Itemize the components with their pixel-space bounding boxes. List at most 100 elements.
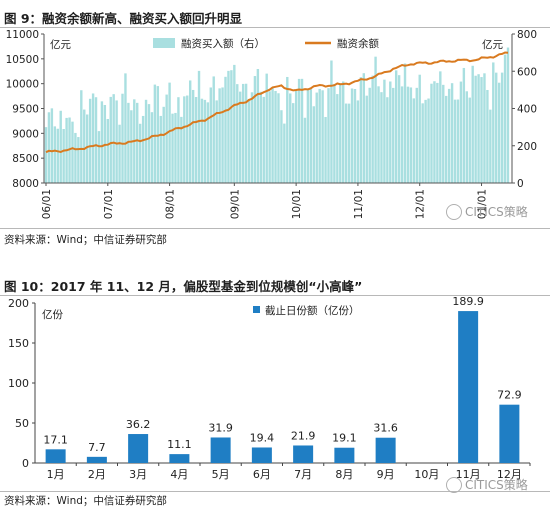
bar-data-label: 11.1 xyxy=(167,438,192,451)
buying-amount-bar xyxy=(159,115,162,183)
buying-amount-bar xyxy=(109,96,112,183)
buying-amount-bar xyxy=(445,95,448,183)
buying-amount-bar xyxy=(362,73,366,183)
y-right-tick-label: 400 xyxy=(517,104,537,116)
buying-amount-bar xyxy=(265,73,268,183)
buying-amount-bar xyxy=(230,70,233,183)
legend-line-label: 融资余额 xyxy=(337,37,379,50)
buying-amount-bar xyxy=(268,91,271,183)
x-tick-label: 4月 xyxy=(170,468,188,481)
buying-amount-bar xyxy=(100,101,104,183)
bar xyxy=(293,445,314,463)
buying-amount-bar xyxy=(53,126,57,183)
buying-amount-bar xyxy=(236,84,239,183)
y-right-tick-label: 0 xyxy=(517,178,524,190)
buying-amount-bar xyxy=(371,75,374,183)
buying-amount-bar xyxy=(247,99,251,183)
buying-amount-bar xyxy=(324,116,327,183)
buying-amount-bar xyxy=(227,70,230,183)
bar xyxy=(251,447,272,463)
wechat-paw-icon xyxy=(446,476,462,493)
buying-amount-bar xyxy=(409,87,413,183)
buying-amount-bar xyxy=(477,74,480,183)
figure2-source-rule xyxy=(0,491,550,492)
bar-data-label: 17.1 xyxy=(43,433,68,446)
y-right-tick-label: 600 xyxy=(517,66,537,78)
buying-amount-bar xyxy=(71,121,74,183)
bar xyxy=(128,434,149,463)
buying-amount-bar xyxy=(215,100,218,183)
buying-amount-bar xyxy=(130,110,133,183)
buying-amount-bar xyxy=(97,131,101,183)
buying-amount-bar xyxy=(347,103,351,183)
buying-amount-bar xyxy=(309,89,313,183)
y-tick-label: 50 xyxy=(15,417,29,430)
buying-amount-bar xyxy=(303,117,307,183)
buying-amount-bar xyxy=(315,92,318,183)
y-tick-label: 200 xyxy=(8,297,29,310)
x-tick-label: 5月 xyxy=(212,468,230,481)
buying-amount-bar xyxy=(489,109,492,183)
buying-amount-bar xyxy=(174,112,177,183)
buying-amount-bar xyxy=(418,74,421,183)
bar xyxy=(458,311,479,463)
buying-amount-bar xyxy=(359,77,363,183)
y-left-tick-label: 9000 xyxy=(12,128,39,140)
buying-amount-bar xyxy=(468,97,471,183)
buying-amount-bar xyxy=(459,81,463,183)
y-left-tick-label: 9500 xyxy=(12,104,39,116)
buying-amount-bar xyxy=(221,87,224,183)
x-tick-label: 8月 xyxy=(335,468,353,481)
buying-amount-bar xyxy=(50,108,54,183)
y-tick-label: 100 xyxy=(8,377,29,390)
figure2-chart: 0 50 100 150 200 亿份 1月 17.1 2月 7.7 3月 36.2 4月 11.1 5月 3… xyxy=(8,295,531,481)
buying-amount-bar xyxy=(471,65,474,183)
buying-amount-bar xyxy=(136,102,139,183)
buying-amount-bar xyxy=(294,90,298,183)
figure2-title-rule xyxy=(0,295,550,296)
buying-amount-bar xyxy=(312,106,315,183)
buying-amount-bar xyxy=(141,115,145,183)
buying-amount-bar xyxy=(274,90,277,183)
y-tick-label: 0 xyxy=(22,457,29,470)
buying-amount-bar xyxy=(383,79,386,183)
y-left-tick-label: 8500 xyxy=(12,153,39,165)
buying-amount-bar xyxy=(465,91,469,183)
buying-amount-bar xyxy=(503,54,507,183)
buying-amount-bar xyxy=(368,87,371,183)
figure2-watermark: CITICS策略 xyxy=(446,476,528,494)
buying-amount-bar xyxy=(283,123,286,183)
buying-amount-bar xyxy=(397,75,401,183)
buying-amount-bar xyxy=(106,118,109,183)
bar xyxy=(499,404,520,463)
buying-amount-bar xyxy=(374,56,377,183)
buying-amount-bar xyxy=(156,86,160,183)
y-left-tick-label: 8000 xyxy=(12,178,39,190)
x-tick-label: 08/01 xyxy=(165,189,177,219)
buying-amount-bar xyxy=(171,113,174,183)
buying-amount-bar xyxy=(80,90,83,183)
buying-amount-bar xyxy=(318,88,321,183)
buying-amount-bar xyxy=(439,71,442,183)
buying-amount-bar xyxy=(77,137,80,183)
buying-amount-bar xyxy=(344,103,348,183)
buying-amount-bar xyxy=(83,109,86,183)
bar-data-label: 36.2 xyxy=(126,418,151,431)
buying-amount-bar xyxy=(177,97,180,183)
buying-amount-bar xyxy=(124,73,127,183)
buying-amount-bar xyxy=(377,86,380,183)
buying-amount-bar xyxy=(271,88,274,183)
x-tick-label: 10月 xyxy=(414,468,439,481)
buying-amount-bar xyxy=(121,93,124,183)
buying-amount-bar xyxy=(330,60,333,184)
bar-data-label: 31.6 xyxy=(373,422,398,435)
buying-amount-bar xyxy=(427,98,430,183)
buying-amount-bar xyxy=(342,81,345,183)
buying-amount-bar xyxy=(497,82,501,183)
buying-amount-bar xyxy=(165,94,168,183)
buying-amount-bar xyxy=(197,70,201,183)
bar-data-label: 19.4 xyxy=(250,431,275,444)
buying-amount-bar xyxy=(250,92,254,183)
buying-amount-bar xyxy=(306,89,310,183)
buying-amount-bar xyxy=(94,97,98,183)
